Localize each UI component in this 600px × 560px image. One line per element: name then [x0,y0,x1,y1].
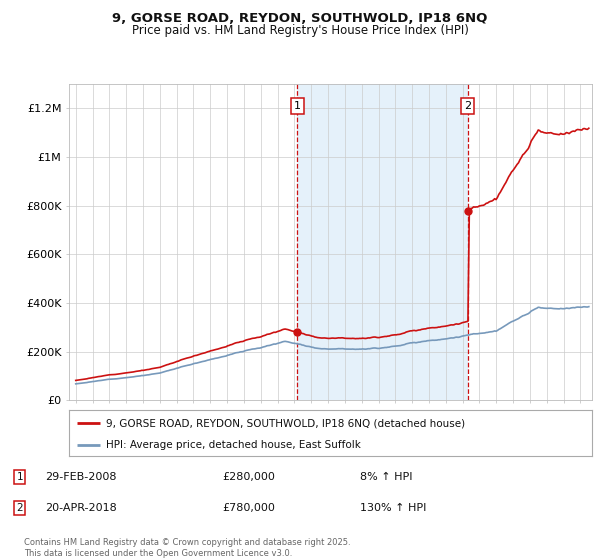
Text: 29-FEB-2008: 29-FEB-2008 [45,472,116,482]
Text: 1: 1 [16,472,23,482]
Bar [297,84,468,400]
Text: £780,000: £780,000 [222,503,275,513]
Text: HPI: Average price, detached house, East Suffolk: HPI: Average price, detached house, East… [106,440,361,450]
Text: 20-APR-2018: 20-APR-2018 [45,503,117,513]
Text: 130% ↑ HPI: 130% ↑ HPI [360,503,427,513]
Text: 8% ↑ HPI: 8% ↑ HPI [360,472,413,482]
Text: Price paid vs. HM Land Registry's House Price Index (HPI): Price paid vs. HM Land Registry's House … [131,24,469,36]
Text: 1: 1 [293,101,301,111]
Text: £280,000: £280,000 [222,472,275,482]
Text: 2: 2 [464,101,471,111]
Text: 9, GORSE ROAD, REYDON, SOUTHWOLD, IP18 6NQ: 9, GORSE ROAD, REYDON, SOUTHWOLD, IP18 6… [112,12,488,25]
Text: 2: 2 [16,503,23,513]
Text: Contains HM Land Registry data © Crown copyright and database right 2025.
This d: Contains HM Land Registry data © Crown c… [24,538,350,558]
Text: 9, GORSE ROAD, REYDON, SOUTHWOLD, IP18 6NQ (detached house): 9, GORSE ROAD, REYDON, SOUTHWOLD, IP18 6… [106,418,465,428]
